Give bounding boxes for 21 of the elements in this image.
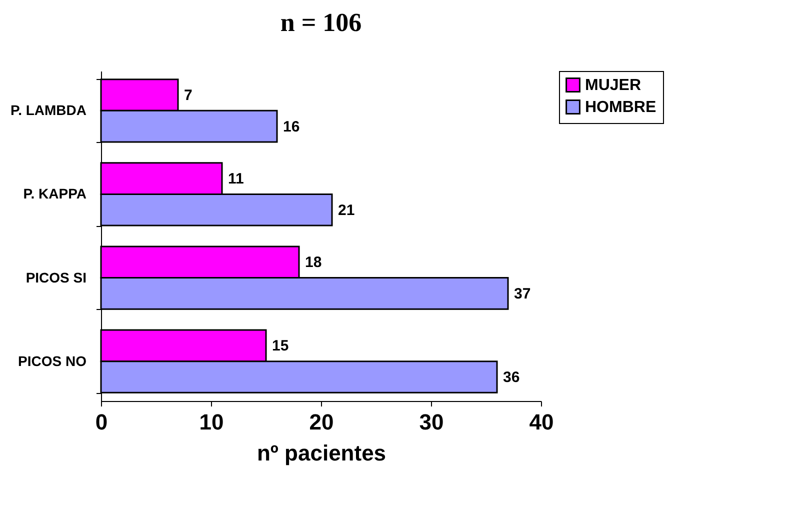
data-label: 11: [228, 170, 244, 188]
data-label: 18: [305, 254, 322, 272]
legend-label: HOMBRE: [585, 99, 656, 116]
y-tick-label: P. KAPPA: [23, 186, 86, 202]
data-label: 15: [272, 338, 289, 355]
data-label: 37: [514, 285, 531, 302]
y-tick-label: PICOS SI: [26, 269, 86, 286]
y-tick-label: P. LAMBDA: [10, 102, 86, 118]
data-label: 16: [283, 118, 300, 136]
x-tick-label: 20: [309, 410, 334, 434]
data-label: 21: [338, 202, 355, 219]
x-tick-label: 40: [529, 410, 554, 434]
x-tick-label: 0: [95, 410, 108, 434]
x-tick-label: 10: [199, 410, 224, 434]
legend-label: MUJER: [585, 77, 642, 94]
chart-title: n = 106: [280, 8, 362, 37]
data-label: 36: [503, 368, 520, 386]
data-label: 7: [184, 87, 192, 104]
x-tick-label: 30: [419, 410, 444, 434]
x-axis-title: nº pacientes: [256, 440, 386, 466]
y-tick-label: PICOS NO: [18, 352, 87, 369]
